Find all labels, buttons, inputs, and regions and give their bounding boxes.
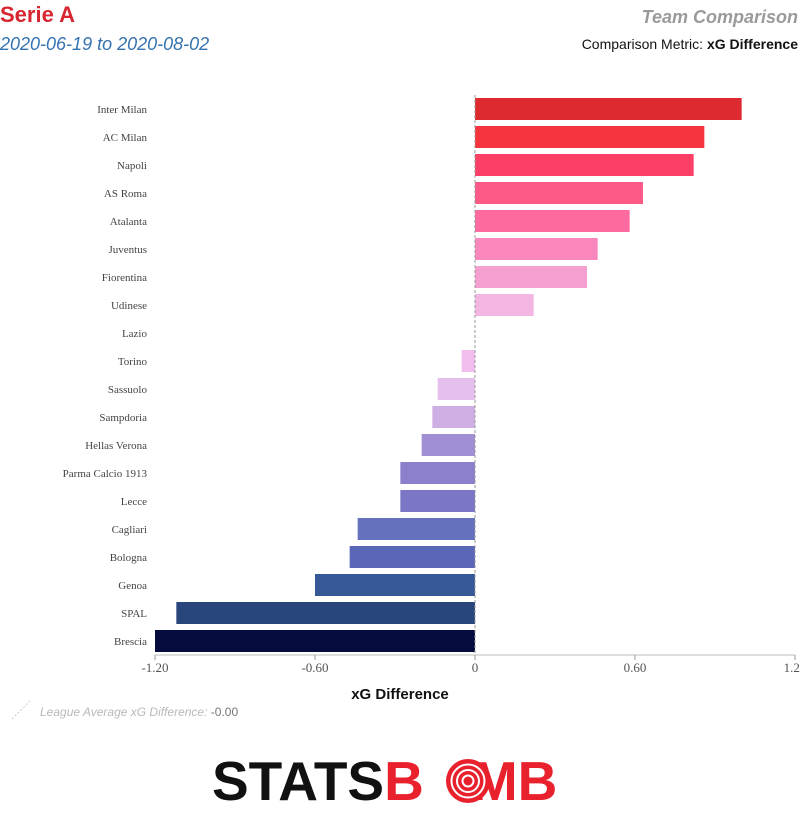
- category-label: Brescia: [114, 636, 147, 648]
- x-tick-label: 0.60: [624, 660, 647, 675]
- category-label: Inter Milan: [97, 104, 147, 116]
- bar-lecce: [400, 490, 475, 512]
- bar-parma-calcio-1913: [400, 462, 475, 484]
- category-label: Hellas Verona: [85, 440, 147, 452]
- category-label: AC Milan: [103, 132, 148, 144]
- bar-fiorentina: [475, 266, 587, 288]
- category-label: Torino: [118, 356, 148, 368]
- category-label: Cagliari: [112, 524, 147, 536]
- category-label: Atalanta: [110, 216, 147, 228]
- bar-chart: -1.20 -0.60 0 0.60 1.20 Inter Milan AC Milan N…: [63, 95, 800, 703]
- statsbomb-logo: STATSB MB: [212, 750, 557, 806]
- metric-name: xG Difference: [706, 36, 798, 52]
- bar-brescia: [155, 630, 475, 652]
- logo-part-stats: STATS: [212, 750, 384, 806]
- bar-ac-milan: [475, 126, 705, 148]
- bar-spal: [176, 602, 476, 624]
- comparison-metric: Comparison Metric: xG Difference: [582, 36, 798, 52]
- category-label: SPAL: [121, 608, 147, 620]
- bar-cagliari: [357, 518, 475, 540]
- x-ticks: -1.20 -0.60 0 0.60 1.20: [141, 655, 800, 675]
- bar-genoa: [315, 574, 475, 596]
- x-axis-label: xG Difference: [351, 686, 449, 703]
- bar-inter-milan: [475, 98, 742, 120]
- category-label: Sampdoria: [99, 412, 147, 424]
- x-tick-label: -1.20: [141, 660, 168, 675]
- category-label: Fiorentina: [102, 272, 147, 284]
- category-label: Genoa: [118, 580, 147, 592]
- bar-as-roma: [475, 182, 643, 204]
- category-label: Juventus: [109, 244, 148, 256]
- bar-hellas-verona: [421, 434, 475, 456]
- bar-sassuolo: [437, 378, 475, 400]
- category-label: AS Roma: [104, 188, 147, 200]
- bars-layer: [155, 98, 742, 652]
- target-icon: [446, 759, 490, 803]
- x-tick-label: -0.60: [301, 660, 328, 675]
- x-tick-label: 1.20: [784, 660, 800, 675]
- category-label: Napoli: [117, 160, 147, 172]
- bar-torino: [461, 350, 475, 372]
- logo-part-b: B: [384, 750, 424, 806]
- bar-bologna: [349, 546, 475, 568]
- category-label: Bologna: [110, 552, 147, 564]
- bar-udinese: [475, 294, 534, 316]
- category-label: Lecce: [121, 496, 147, 508]
- dashed-line-icon: [11, 700, 31, 720]
- chart-title: Serie A: [0, 2, 76, 27]
- bar-sampdoria: [432, 406, 475, 428]
- panel-title: Team Comparison: [641, 7, 798, 27]
- legend-text: League Average xG Difference: -0.00: [40, 705, 238, 719]
- category-label: Lazio: [122, 328, 148, 340]
- bar-napoli: [475, 154, 694, 176]
- category-labels: Inter Milan AC Milan Napoli AS Roma Atalanta…: [63, 104, 148, 648]
- date-range: 2020-06-19 to 2020-08-02: [0, 34, 210, 54]
- category-label: Parma Calcio 1913: [63, 468, 148, 480]
- bar-atalanta: [475, 210, 630, 232]
- metric-label: Comparison Metric:: [581, 36, 704, 52]
- legend-label: League Average xG Difference:: [40, 705, 208, 719]
- bar-juventus: [475, 238, 598, 260]
- legend-value: -0.00: [210, 705, 239, 719]
- category-label: Sassuolo: [108, 384, 148, 396]
- x-tick-label: 0: [472, 660, 479, 675]
- league-average-legend: League Average xG Difference: -0.00: [10, 700, 270, 722]
- category-label: Udinese: [111, 300, 147, 312]
